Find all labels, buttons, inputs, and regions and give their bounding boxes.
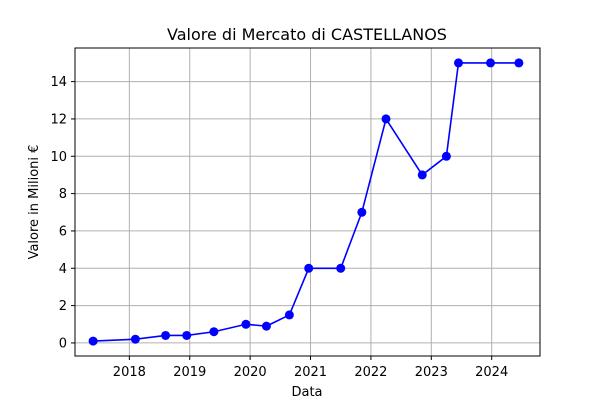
x-tick-label: 2021 — [294, 365, 327, 380]
x-tick-label: 2019 — [173, 365, 206, 380]
data-point — [514, 58, 523, 67]
y-axis: 0 2 4 6 8 10 12 14 — [50, 75, 75, 351]
y-axis-label: Valore in Milioni € — [27, 145, 42, 260]
data-point — [131, 335, 140, 344]
y-tick-label: 10 — [50, 150, 67, 165]
data-point — [454, 58, 463, 67]
data-point — [336, 264, 345, 273]
data-point — [442, 152, 451, 161]
data-point — [285, 310, 294, 319]
data-point — [89, 337, 98, 346]
y-tick-label: 4 — [59, 262, 67, 277]
y-tick-label: 0 — [59, 336, 67, 351]
x-axis-label: Data — [291, 385, 322, 400]
series-markers — [89, 58, 524, 345]
x-tick-label: 2024 — [475, 365, 508, 380]
grid — [75, 48, 540, 356]
x-axis: 2018 2019 2020 2021 2022 2023 2024 — [113, 356, 508, 380]
y-tick-label: 12 — [50, 112, 67, 127]
data-point — [209, 327, 218, 336]
data-point — [241, 320, 250, 329]
y-tick-label: 8 — [59, 187, 67, 202]
data-point — [262, 322, 271, 331]
data-point — [182, 331, 191, 340]
chart-title: Valore di Mercato di CASTELLANOS — [167, 25, 447, 44]
data-point — [357, 208, 366, 217]
data-point — [418, 170, 427, 179]
x-tick-label: 2020 — [234, 365, 267, 380]
data-point — [161, 331, 170, 340]
y-tick-label: 6 — [59, 224, 67, 239]
y-tick-label: 14 — [50, 75, 67, 90]
data-point — [304, 264, 313, 273]
data-point — [382, 114, 391, 123]
plot-area-frame — [75, 48, 540, 356]
data-point — [486, 58, 495, 67]
y-tick-label: 2 — [59, 299, 67, 314]
x-tick-label: 2023 — [415, 365, 448, 380]
series-line — [93, 63, 519, 341]
x-tick-label: 2022 — [354, 365, 387, 380]
x-tick-label: 2018 — [113, 365, 146, 380]
